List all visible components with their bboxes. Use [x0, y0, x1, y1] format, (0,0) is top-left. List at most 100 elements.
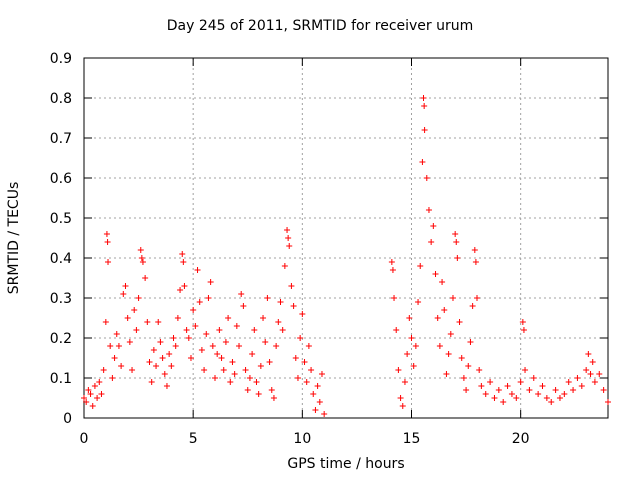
data-point	[456, 319, 463, 325]
data-point	[281, 263, 288, 269]
data-point	[294, 375, 301, 381]
data-point	[266, 359, 273, 365]
data-point	[135, 295, 142, 301]
data-point	[87, 391, 94, 397]
data-point	[522, 367, 529, 373]
data-point	[301, 359, 308, 365]
data-point	[487, 379, 494, 385]
data-point	[118, 363, 125, 369]
data-point	[447, 331, 454, 337]
data-point	[321, 411, 328, 417]
data-point	[406, 315, 413, 321]
data-point	[408, 335, 415, 341]
data-point	[303, 379, 310, 385]
data-point	[253, 379, 260, 385]
data-point	[428, 239, 435, 245]
data-point	[249, 351, 256, 357]
data-point	[561, 391, 568, 397]
data-point	[443, 371, 450, 377]
data-point	[583, 367, 590, 373]
data-point	[404, 351, 411, 357]
data-point	[605, 399, 611, 405]
data-point	[107, 343, 114, 349]
data-point	[225, 315, 232, 321]
data-point	[179, 251, 186, 257]
data-point	[240, 303, 247, 309]
data-point	[469, 303, 476, 309]
data-point	[279, 327, 286, 333]
data-point	[177, 287, 184, 293]
data-point	[139, 259, 146, 265]
data-point	[508, 391, 515, 397]
data-point	[264, 295, 271, 301]
data-point	[102, 319, 109, 325]
data-point	[504, 383, 511, 389]
y-tick-label: 0.2	[50, 331, 72, 347]
data-point	[174, 315, 181, 321]
y-tick-label: 0.5	[50, 211, 72, 227]
data-point	[233, 323, 240, 329]
data-point	[412, 343, 419, 349]
data-point	[495, 387, 502, 393]
data-point	[275, 319, 282, 325]
data-point	[96, 379, 103, 385]
data-point	[439, 279, 446, 285]
data-point	[434, 315, 441, 321]
data-point	[163, 383, 170, 389]
data-point	[98, 391, 105, 397]
y-axis-label: SRMTID / TECUs	[6, 181, 22, 295]
data-point	[262, 339, 269, 345]
data-point	[421, 127, 428, 133]
data-point	[425, 207, 432, 213]
data-point	[539, 383, 546, 389]
data-point	[288, 283, 295, 289]
data-point	[122, 283, 129, 289]
data-point	[570, 387, 577, 393]
data-point	[115, 343, 122, 349]
data-point	[441, 307, 448, 313]
data-point	[436, 343, 443, 349]
data-point	[109, 375, 116, 381]
data-point	[399, 403, 406, 409]
data-point	[458, 355, 465, 361]
data-point	[100, 367, 107, 373]
data-point	[196, 299, 203, 305]
data-point	[419, 159, 426, 165]
data-point	[181, 283, 188, 289]
data-point	[316, 399, 323, 405]
data-point	[148, 379, 155, 385]
data-point	[180, 259, 187, 265]
data-point	[420, 95, 427, 101]
data-point	[124, 315, 131, 321]
y-tick-label: 0.3	[50, 291, 72, 307]
data-point	[513, 395, 520, 401]
data-point	[273, 343, 280, 349]
data-point	[449, 295, 456, 301]
data-point	[471, 247, 478, 253]
data-point	[297, 335, 304, 341]
y-tick-label: 0	[63, 411, 72, 427]
data-point	[201, 367, 208, 373]
y-tick-label: 0.8	[50, 91, 72, 107]
data-point	[299, 311, 306, 317]
x-tick-label: 10	[293, 431, 311, 447]
data-point	[251, 327, 258, 333]
data-point	[463, 387, 470, 393]
data-point	[172, 343, 179, 349]
data-point	[395, 367, 402, 373]
chart-title: Day 245 of 2011, SRMTID for receiver uru…	[166, 18, 474, 34]
data-point	[91, 383, 98, 389]
data-point	[478, 383, 485, 389]
data-point	[214, 351, 221, 357]
data-point	[104, 239, 111, 245]
data-point	[103, 231, 110, 237]
data-point	[445, 351, 452, 357]
data-point	[310, 391, 317, 397]
plot-frame	[83, 57, 609, 419]
x-tick-label: 0	[80, 431, 89, 447]
data-point	[94, 395, 101, 401]
data-point	[460, 375, 467, 381]
data-point	[591, 379, 598, 385]
data-point	[574, 375, 581, 381]
